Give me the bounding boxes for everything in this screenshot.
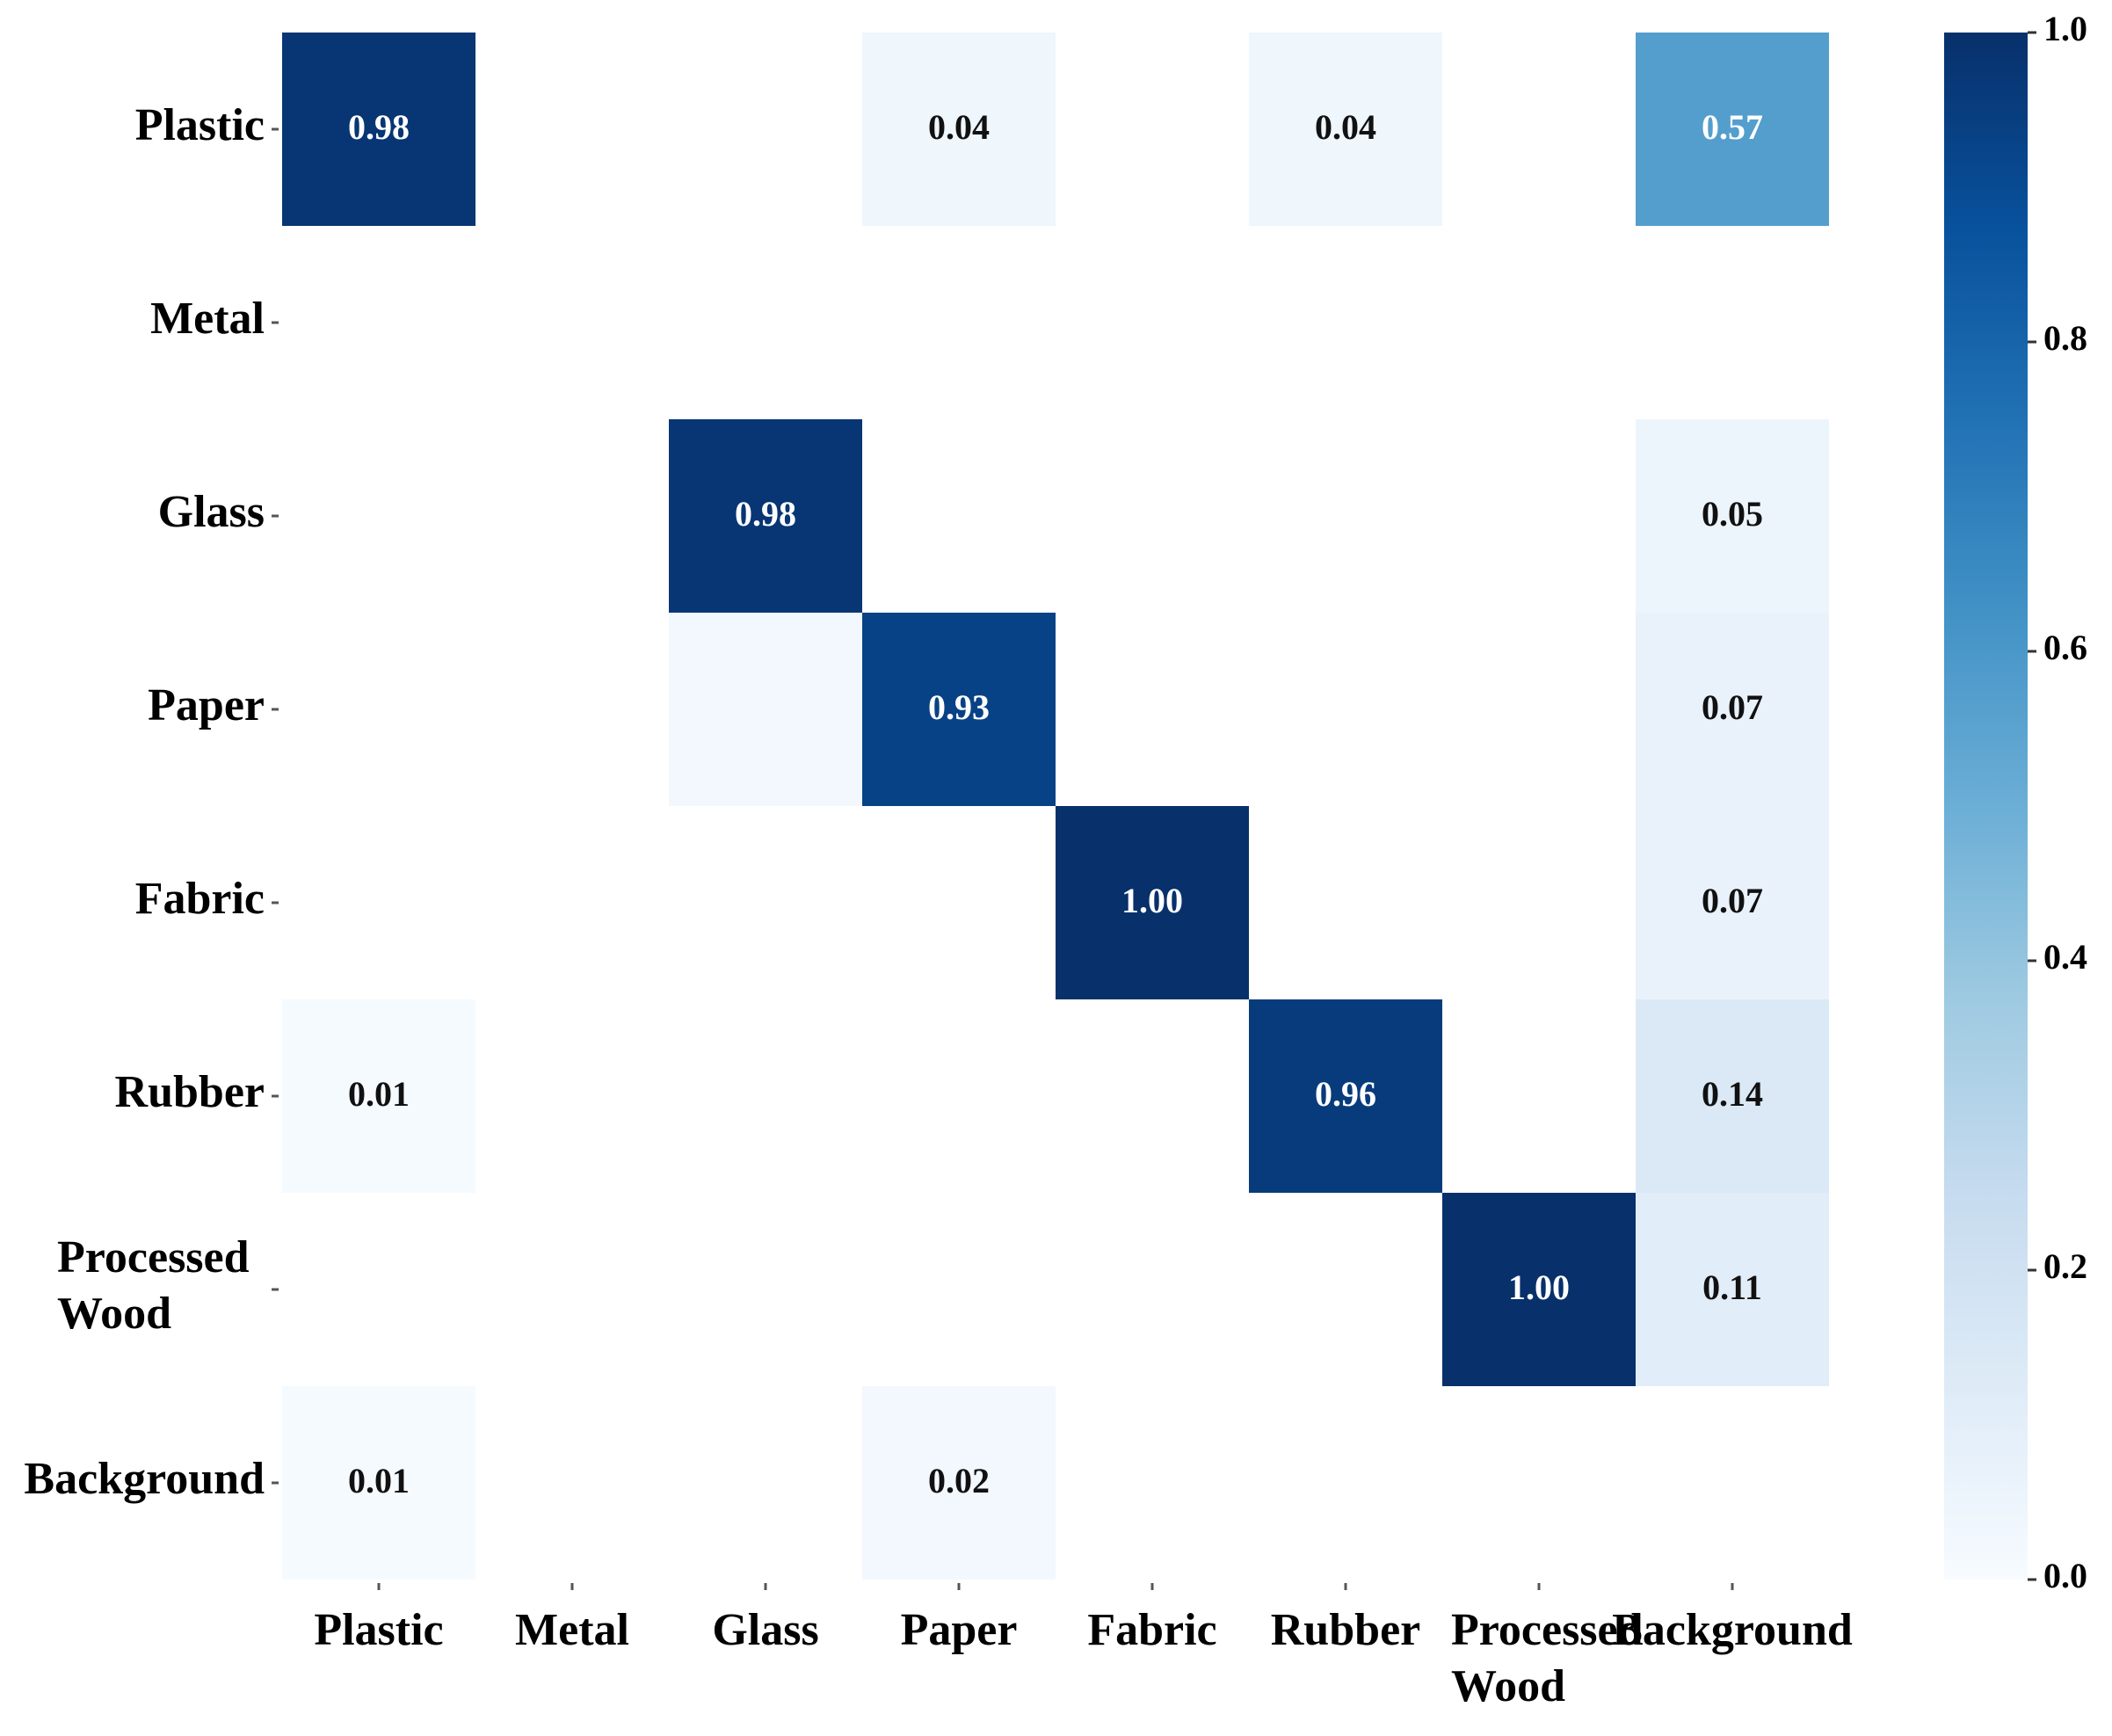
heatmap-cell bbox=[862, 33, 1056, 226]
x-tick-label: Background bbox=[1612, 1605, 1853, 1655]
x-tick-label: Processed Wood bbox=[1451, 1605, 1644, 1711]
cell-value-label: 1.00 bbox=[1121, 881, 1183, 920]
heatmap-cell bbox=[862, 613, 1056, 806]
cell-value-label: 0.57 bbox=[1702, 107, 1763, 147]
y-axis-labels: Plastic Metal Glass Paper Fabric Rubber Proces… bbox=[24, 100, 279, 1504]
y-tick-label: Rubber bbox=[115, 1067, 265, 1117]
cell-value-label: 0.07 bbox=[1702, 881, 1763, 920]
heatmap-cell bbox=[282, 999, 475, 1193]
y-tick-label: Fabric bbox=[135, 874, 265, 924]
cell-value-label: 0.14 bbox=[1702, 1074, 1763, 1114]
cell-value-label: 0.98 bbox=[735, 494, 796, 534]
y-tick-label: Background bbox=[24, 1454, 265, 1504]
x-axis-labels: Plastic Metal Glass Paper Fabric Rubber Proces… bbox=[314, 1583, 1853, 1711]
heatmap-cell bbox=[1636, 33, 1829, 226]
cell-value-label: 0.01 bbox=[348, 1461, 410, 1500]
colorbar-tick-label: 0.2 bbox=[2043, 1246, 2087, 1286]
heatmap-cell bbox=[282, 33, 475, 226]
heatmap-cell bbox=[1442, 1193, 1636, 1386]
cell-value-label: 0.04 bbox=[1315, 107, 1376, 147]
cell-value-label: 0.01 bbox=[348, 1074, 410, 1114]
heatmap-cell bbox=[1249, 999, 1442, 1193]
heatmap-cell bbox=[1056, 806, 1249, 999]
x-tick-label: Metal bbox=[515, 1605, 629, 1655]
cell-value-label: 0.05 bbox=[1702, 494, 1763, 534]
heatmap-cell bbox=[862, 1386, 1056, 1580]
heatmap-cell bbox=[282, 1386, 475, 1580]
colorbar-tick-label: 0.0 bbox=[2043, 1556, 2087, 1595]
colorbar-tick-label: 0.4 bbox=[2043, 937, 2087, 977]
y-tick-label: Glass bbox=[158, 487, 265, 537]
heatmap-cell bbox=[1636, 419, 1829, 613]
x-tick-label: Fabric bbox=[1087, 1605, 1216, 1655]
cell-value-label: 0.07 bbox=[1702, 687, 1763, 727]
colorbar-tick-label: 0.8 bbox=[2043, 318, 2087, 358]
cell-value-label: 0.02 bbox=[928, 1461, 990, 1500]
cell-value-label: 0.93 bbox=[928, 687, 990, 727]
colorbar: 0.0 0.2 0.4 0.6 0.8 1.0 bbox=[1944, 9, 2087, 1595]
cell-value-label: 0.96 bbox=[1315, 1074, 1376, 1114]
x-tick-label: Glass bbox=[712, 1605, 818, 1655]
colorbar-tick-label: 1.0 bbox=[2043, 9, 2087, 48]
x-tick-label: Rubber bbox=[1271, 1605, 1420, 1655]
y-tick-label: Paper bbox=[148, 680, 265, 730]
cell-value-label: 1.00 bbox=[1508, 1267, 1570, 1307]
cell-value-label: 0.11 bbox=[1702, 1267, 1762, 1307]
heatmap-cell bbox=[669, 419, 862, 613]
heatmap-cells: 0.98 0.04 0.04 0.57 0.98 0.05 0.93 0.07 1.00 0.07… bbox=[282, 33, 1829, 1580]
heatmap-cell bbox=[1636, 806, 1829, 999]
colorbar-gradient bbox=[1944, 33, 2028, 1580]
cell-value-label: 0.04 bbox=[928, 107, 990, 147]
cell-value-label: 0.98 bbox=[348, 107, 410, 147]
colorbar-tick-label: 0.6 bbox=[2043, 628, 2087, 667]
y-tick-label: Processed Wood bbox=[57, 1232, 250, 1339]
heatmap-cell bbox=[1636, 999, 1829, 1193]
y-tick-label: Plastic bbox=[135, 100, 265, 150]
heatmap-cell bbox=[1636, 1193, 1829, 1386]
heatmap-cell bbox=[1249, 33, 1442, 226]
heatmap-cell bbox=[1636, 613, 1829, 806]
x-tick-label: Plastic bbox=[314, 1605, 443, 1655]
x-tick-label: Paper bbox=[901, 1605, 1018, 1655]
y-tick-label: Metal bbox=[150, 294, 265, 344]
heatmap-cell bbox=[669, 613, 862, 806]
